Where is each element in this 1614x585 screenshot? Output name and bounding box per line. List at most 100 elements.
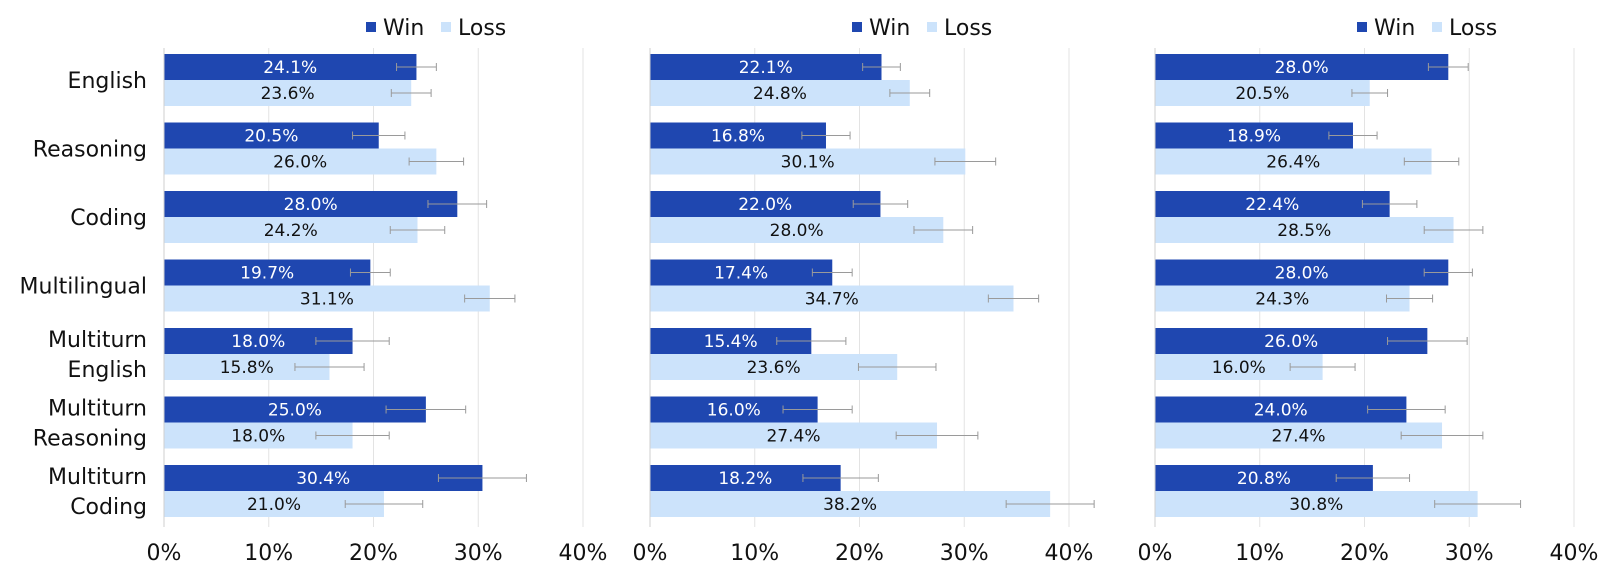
- x-tick-label: 0%: [1138, 541, 1173, 566]
- data-label: 16.8%: [711, 127, 765, 147]
- data-label: 28.0%: [770, 221, 824, 241]
- bar-loss: [650, 217, 944, 243]
- bar-loss: [1155, 80, 1370, 106]
- x-tick-label: 20%: [835, 541, 884, 566]
- bar-loss: [1155, 148, 1432, 175]
- bar-win: [1155, 328, 1428, 354]
- bar-loss: [650, 148, 966, 175]
- data-label: 18.0%: [231, 332, 285, 352]
- bar-loss: [650, 80, 910, 106]
- data-label: 30.1%: [781, 153, 835, 173]
- category-label: Reasoning: [33, 138, 147, 163]
- x-tick-label: 30%: [1445, 541, 1494, 566]
- bar-loss: [650, 422, 938, 449]
- x-tick-label: 40%: [559, 541, 608, 566]
- category-label: Reasoning: [33, 427, 147, 452]
- data-label: 38.2%: [823, 495, 877, 515]
- data-label: 26.0%: [273, 153, 327, 173]
- data-label: 20.5%: [244, 127, 298, 147]
- chart-panel-2: 22.1% 24.8% 16.8% 30.1% 22.0% 28.0% 17.4% 34.7%…: [633, 16, 1095, 566]
- bar-win: [164, 396, 426, 423]
- data-label: 18.2%: [718, 469, 772, 489]
- x-tick-label: 30%: [940, 541, 989, 566]
- data-label: 23.6%: [261, 84, 315, 104]
- data-label: 24.8%: [753, 84, 807, 104]
- data-label: 18.0%: [231, 427, 285, 447]
- x-tick-label: 20%: [349, 541, 398, 566]
- x-tick-label: 0%: [147, 541, 182, 566]
- bar-win: [1155, 191, 1390, 217]
- bar-win: [1155, 396, 1407, 423]
- category-label: Multiturn: [48, 328, 147, 353]
- chart-panel-3: 28.0% 20.5% 18.9% 26.4% 22.4% 28.5% 28.0% 24.3%…: [1138, 16, 1599, 566]
- data-label: 28.5%: [1277, 221, 1331, 241]
- bar-win: [650, 122, 826, 149]
- bar-win: [650, 191, 881, 217]
- data-label: 31.1%: [300, 290, 354, 310]
- bar-loss: [1155, 217, 1454, 243]
- data-label: 20.5%: [1235, 84, 1289, 104]
- legend: Win Loss: [366, 16, 506, 41]
- x-tick-label: 40%: [1045, 541, 1094, 566]
- bar-win: [164, 191, 458, 217]
- legend-label-win: Win: [869, 16, 910, 41]
- category-label: English: [68, 69, 147, 94]
- legend-label-loss: Loss: [458, 16, 506, 41]
- bar-loss: [164, 217, 418, 243]
- data-label: 27.4%: [766, 427, 820, 447]
- bar-win: [650, 259, 833, 286]
- x-tick-label: 10%: [244, 541, 293, 566]
- legend-label-loss: Loss: [1449, 16, 1497, 41]
- category-label: Multiturn: [48, 465, 147, 490]
- legend-swatch-win: [366, 22, 376, 32]
- bar-loss: [650, 285, 1014, 312]
- data-label: 28.0%: [1275, 58, 1329, 78]
- data-label: 22.4%: [1245, 195, 1299, 215]
- x-tick-label: 0%: [633, 541, 668, 566]
- bar-loss: [164, 148, 437, 175]
- data-label: 22.0%: [738, 195, 792, 215]
- bar-win: [164, 465, 483, 491]
- legend-label-loss: Loss: [944, 16, 992, 41]
- category-label: English: [68, 358, 147, 383]
- bar-loss: [650, 491, 1051, 517]
- bar-win: [1155, 122, 1353, 149]
- data-label: 18.9%: [1227, 127, 1281, 147]
- category-label: Coding: [70, 495, 147, 520]
- data-label: 24.1%: [263, 58, 317, 78]
- data-label: 28.0%: [1275, 264, 1329, 284]
- bar-win: [1155, 54, 1449, 80]
- bar-loss: [164, 80, 412, 106]
- bar-loss: [1155, 491, 1478, 517]
- data-label: 16.0%: [707, 401, 761, 421]
- x-tick-label: 30%: [454, 541, 503, 566]
- category-label: Coding: [70, 206, 147, 231]
- data-label: 17.4%: [714, 264, 768, 284]
- category-label: Multiturn: [48, 397, 147, 422]
- legend-label-win: Win: [1374, 16, 1415, 41]
- legend-swatch-loss: [1432, 22, 1442, 32]
- bar-win: [164, 122, 379, 149]
- data-label: 19.7%: [240, 264, 294, 284]
- x-tick-label: 20%: [1340, 541, 1389, 566]
- legend-swatch-loss: [927, 22, 937, 32]
- legend-swatch-loss: [441, 22, 451, 32]
- data-label: 30.8%: [1289, 495, 1343, 515]
- data-label: 24.2%: [264, 221, 318, 241]
- bar-win: [1155, 259, 1449, 286]
- x-tick-label: 40%: [1550, 541, 1599, 566]
- data-label: 34.7%: [805, 290, 859, 310]
- bar-win: [164, 54, 417, 80]
- bar-loss: [650, 354, 898, 380]
- data-label: 26.0%: [1264, 332, 1318, 352]
- data-label: 28.0%: [284, 195, 338, 215]
- data-label: 15.4%: [704, 332, 758, 352]
- data-label: 30.4%: [296, 469, 350, 489]
- data-label: 27.4%: [1271, 427, 1325, 447]
- category-label: Multilingual: [20, 275, 147, 300]
- data-label: 25.0%: [268, 401, 322, 421]
- bar-win: [164, 259, 371, 286]
- legend-label-win: Win: [383, 16, 424, 41]
